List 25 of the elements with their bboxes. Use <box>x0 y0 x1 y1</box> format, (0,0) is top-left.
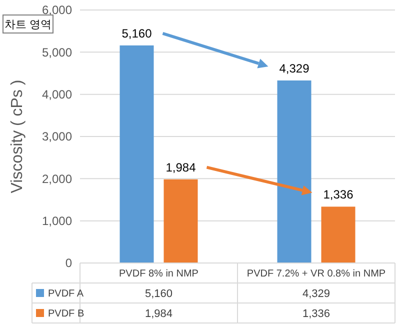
text: 1,336 <box>323 188 354 202</box>
legend-label: PVDF A <box>48 288 84 300</box>
y-tick-label: 4,000 <box>42 88 72 102</box>
y-tick-label: 2,000 <box>42 172 72 186</box>
data-label: 1,984 <box>144 308 173 320</box>
text: 차트 영역 <box>4 18 52 31</box>
x-tick-label: PVDF 7.2% + VR 0.8% in NMP <box>246 268 386 280</box>
x-tick-label: PVDF 8% in NMP <box>119 268 199 280</box>
data-label: 5,160 <box>144 288 173 300</box>
bar <box>321 206 356 263</box>
bar <box>277 80 312 263</box>
y-axis-title: Viscosity ( cPs ) <box>9 80 26 194</box>
text: 1,984 <box>166 160 196 174</box>
text: 5,160 <box>122 26 152 40</box>
bar <box>164 179 198 263</box>
text: 4,329 <box>279 61 310 76</box>
bar <box>120 45 154 263</box>
y-tick-label: 6,000 <box>42 3 72 18</box>
data-label: 4,329 <box>302 288 330 300</box>
legend-label: PVDF B <box>48 308 84 320</box>
data-label: 1,336 <box>302 308 330 320</box>
y-tick-label: 3,000 <box>42 130 72 144</box>
y-tick-label: 0 <box>65 256 72 270</box>
y-tick-label: 1,000 <box>42 214 72 228</box>
y-tick-label: 5,000 <box>42 45 72 60</box>
